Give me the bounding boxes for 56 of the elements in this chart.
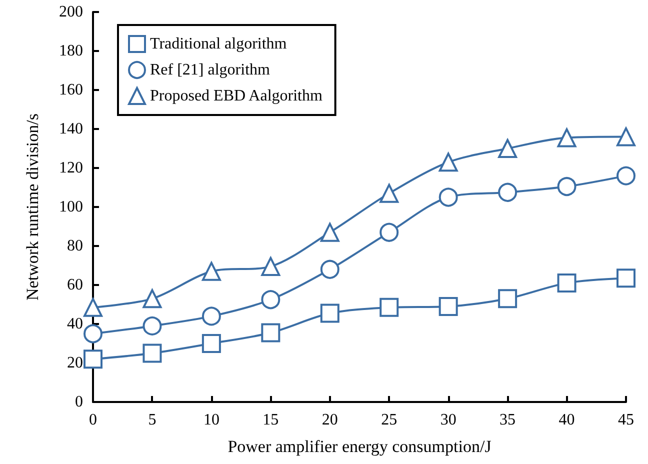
x-tick-label: 30 <box>440 412 456 428</box>
x-tick-label: 25 <box>381 412 398 428</box>
point <box>84 350 102 369</box>
point <box>616 127 636 146</box>
y-tick-label: 80 <box>67 238 83 254</box>
point <box>84 298 102 317</box>
point <box>498 289 518 308</box>
point <box>320 304 340 323</box>
x-tick-label: 5 <box>148 412 156 428</box>
point <box>438 296 458 316</box>
point <box>202 334 221 353</box>
y-tick-label: 180 <box>59 42 83 60</box>
y-tick-label: 120 <box>59 160 83 176</box>
point <box>438 152 458 172</box>
point <box>320 260 340 279</box>
point <box>142 344 162 363</box>
y-tick-label: 40 <box>67 316 83 332</box>
point <box>380 298 399 317</box>
y-axis-title: Network runtime division/s <box>23 114 42 300</box>
x-tick-label: 15 <box>262 412 279 428</box>
point <box>380 184 399 203</box>
y-tick-label: 20 <box>67 354 83 372</box>
legend-label: Traditional algorithm <box>150 36 288 52</box>
point <box>261 290 280 310</box>
point <box>202 306 221 326</box>
y-tick-label: 0 <box>75 394 83 410</box>
x-axis-title: Power amplifier energy consumption/J <box>228 437 492 456</box>
point <box>261 323 280 342</box>
point <box>84 324 102 344</box>
point <box>380 222 399 242</box>
point <box>557 128 576 148</box>
x-tick-label: 45 <box>618 412 634 428</box>
x-tick-label: 0 <box>89 412 97 428</box>
point <box>202 262 221 281</box>
x-tick-label: 40 <box>558 412 575 428</box>
y-tick-label: 160 <box>59 82 83 98</box>
x-tick-label: 20 <box>322 412 338 428</box>
point <box>616 166 636 186</box>
point <box>616 268 636 288</box>
x-tick-label: 35 <box>500 412 516 428</box>
point <box>557 274 576 293</box>
point <box>498 139 518 158</box>
point <box>438 188 458 207</box>
x-tick-label: 10 <box>203 412 220 428</box>
legend-label: Ref [21] algorithm <box>150 62 271 78</box>
y-tick-label: 200 <box>59 4 83 20</box>
point <box>557 177 576 196</box>
point <box>498 182 518 202</box>
point <box>142 289 162 308</box>
y-tick-label: 140 <box>59 120 83 138</box>
point <box>320 222 340 242</box>
y-tick-label: 60 <box>67 276 83 294</box>
point <box>261 256 280 276</box>
point <box>142 316 162 336</box>
y-tick-label: 100 <box>59 198 83 216</box>
legend-label: Proposed EBD Aalgorithm <box>150 88 323 104</box>
